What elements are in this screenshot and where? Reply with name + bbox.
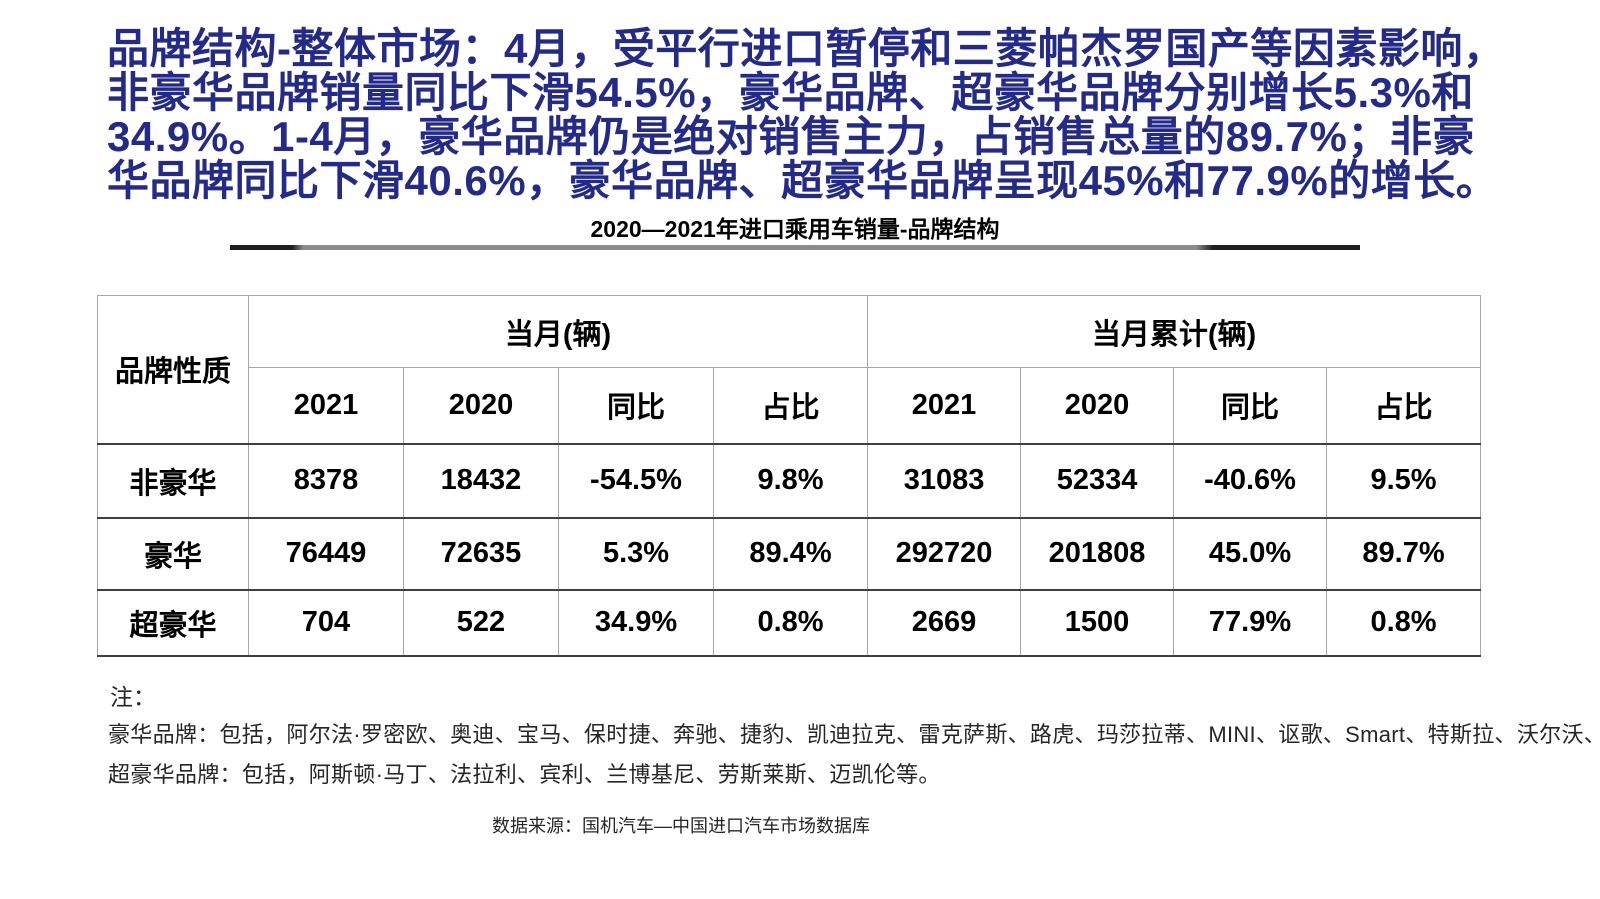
subheader-cumulative-2021: 2021 xyxy=(867,367,1022,444)
table-cell: 76449 xyxy=(248,516,404,590)
table-cell: 201808 xyxy=(1020,516,1175,590)
table-cell: 704 xyxy=(248,588,404,657)
table-cell: 9.8% xyxy=(712,442,869,518)
table-cell: 77.9% xyxy=(1173,588,1328,657)
table-cell: 9.5% xyxy=(1326,442,1482,518)
table-cell: 45.0% xyxy=(1173,516,1328,590)
subheader-cumulative-yoy: 同比 xyxy=(1173,367,1328,444)
subheader-current-2021: 2021 xyxy=(248,367,404,444)
data-source: 数据来源：国机汽车—中国进口汽车市场数据库 xyxy=(492,816,870,836)
table-cell: 31083 xyxy=(867,442,1022,518)
table-cell: -54.5% xyxy=(558,442,714,518)
table-cell: 5.3% xyxy=(558,516,714,590)
table-cell: 522 xyxy=(403,588,559,657)
table-cell: 0.8% xyxy=(1326,588,1482,657)
subheader-cumulative-share: 占比 xyxy=(1326,367,1482,444)
table-row-non-luxury: 非豪华 8378 18432 -54.5% 9.8% 31083 52334 -… xyxy=(97,442,1482,518)
headline: 品牌结构-整体市场：4月，受平行进口暂停和三菱帕杰罗国产等因素影响， 非豪华品牌… xyxy=(107,25,1506,204)
table-cell: 2669 xyxy=(867,588,1022,657)
header-group-row: 品牌性质 当月(辆) 当月累计(辆) xyxy=(97,295,1482,444)
subheader-current-share: 占比 xyxy=(712,367,869,444)
title-divider-rule xyxy=(230,245,1360,250)
table-cell: 89.4% xyxy=(712,516,869,590)
subheader-cumulative-2020: 2020 xyxy=(1020,367,1175,444)
subheader-current-2020: 2020 xyxy=(403,367,559,444)
table-cell: 72635 xyxy=(403,516,559,590)
row-label-super-luxury: 超豪华 xyxy=(97,588,249,657)
headline-line-2: 非豪华品牌销量同比下滑54.5%，豪华品牌、超豪华品牌分别增长5.3%和 xyxy=(107,69,1474,116)
table-cell: 89.7% xyxy=(1326,516,1482,590)
headline-line-3: 34.9%。1-4月，豪华品牌仍是绝对销售主力，占销售总量的89.7%；非豪 xyxy=(107,113,1475,160)
group-header-current-month: 当月(辆) xyxy=(247,295,869,368)
brand-structure-table: 品牌性质 当月(辆) 当月累计(辆) 2021 2020 同比 占比 2021 … xyxy=(97,295,1482,657)
table-cell: 292720 xyxy=(867,516,1022,590)
group-header-cumulative: 当月累计(辆) xyxy=(867,295,1482,368)
headline-line-4: 华品牌同比下滑40.6%，豪华品牌、超豪华品牌呈现45%和77.9%的增长。 xyxy=(107,157,1499,204)
table-cell: 18432 xyxy=(403,442,559,518)
notes-label: 注： xyxy=(110,684,156,710)
table-row-luxury: 豪华 76449 72635 5.3% 89.4% 292720 201808 … xyxy=(97,516,1482,590)
headline-line-1: 品牌结构-整体市场：4月，受平行进口暂停和三菱帕杰罗国产等因素影响， xyxy=(107,25,1506,72)
row-label-luxury: 豪华 xyxy=(97,516,249,590)
table-title: 2020—2021年进口乘用车销量-品牌结构 xyxy=(590,216,1000,242)
header-sub-row: 2021 2020 同比 占比 2021 2020 同比 占比 xyxy=(98,367,1482,444)
note-super-luxury-brands: 超豪华品牌：包括，阿斯顿·马丁、法拉利、宾利、兰博基尼、劳斯莱斯、迈凯伦等。 xyxy=(108,762,941,787)
table-row-super-luxury: 超豪华 704 522 34.9% 0.8% 2669 1500 77.9% 0… xyxy=(97,588,1482,657)
corner-header-brand-type: 品牌性质 xyxy=(97,295,249,444)
note-luxury-brands: 豪华品牌：包括，阿尔法·罗密欧、奥迪、宝马、保时捷、奔驰、捷豹、凯迪拉克、雷克萨… xyxy=(108,722,1600,747)
table-cell: 0.8% xyxy=(712,588,869,657)
table-cell: 52334 xyxy=(1020,442,1175,518)
table-cell: 8378 xyxy=(248,442,404,518)
table-cell: 1500 xyxy=(1020,588,1175,657)
row-label-non-luxury: 非豪华 xyxy=(97,442,249,518)
subheader-current-yoy: 同比 xyxy=(558,367,714,444)
table-cell: 34.9% xyxy=(558,588,714,657)
table-cell: -40.6% xyxy=(1173,442,1328,518)
